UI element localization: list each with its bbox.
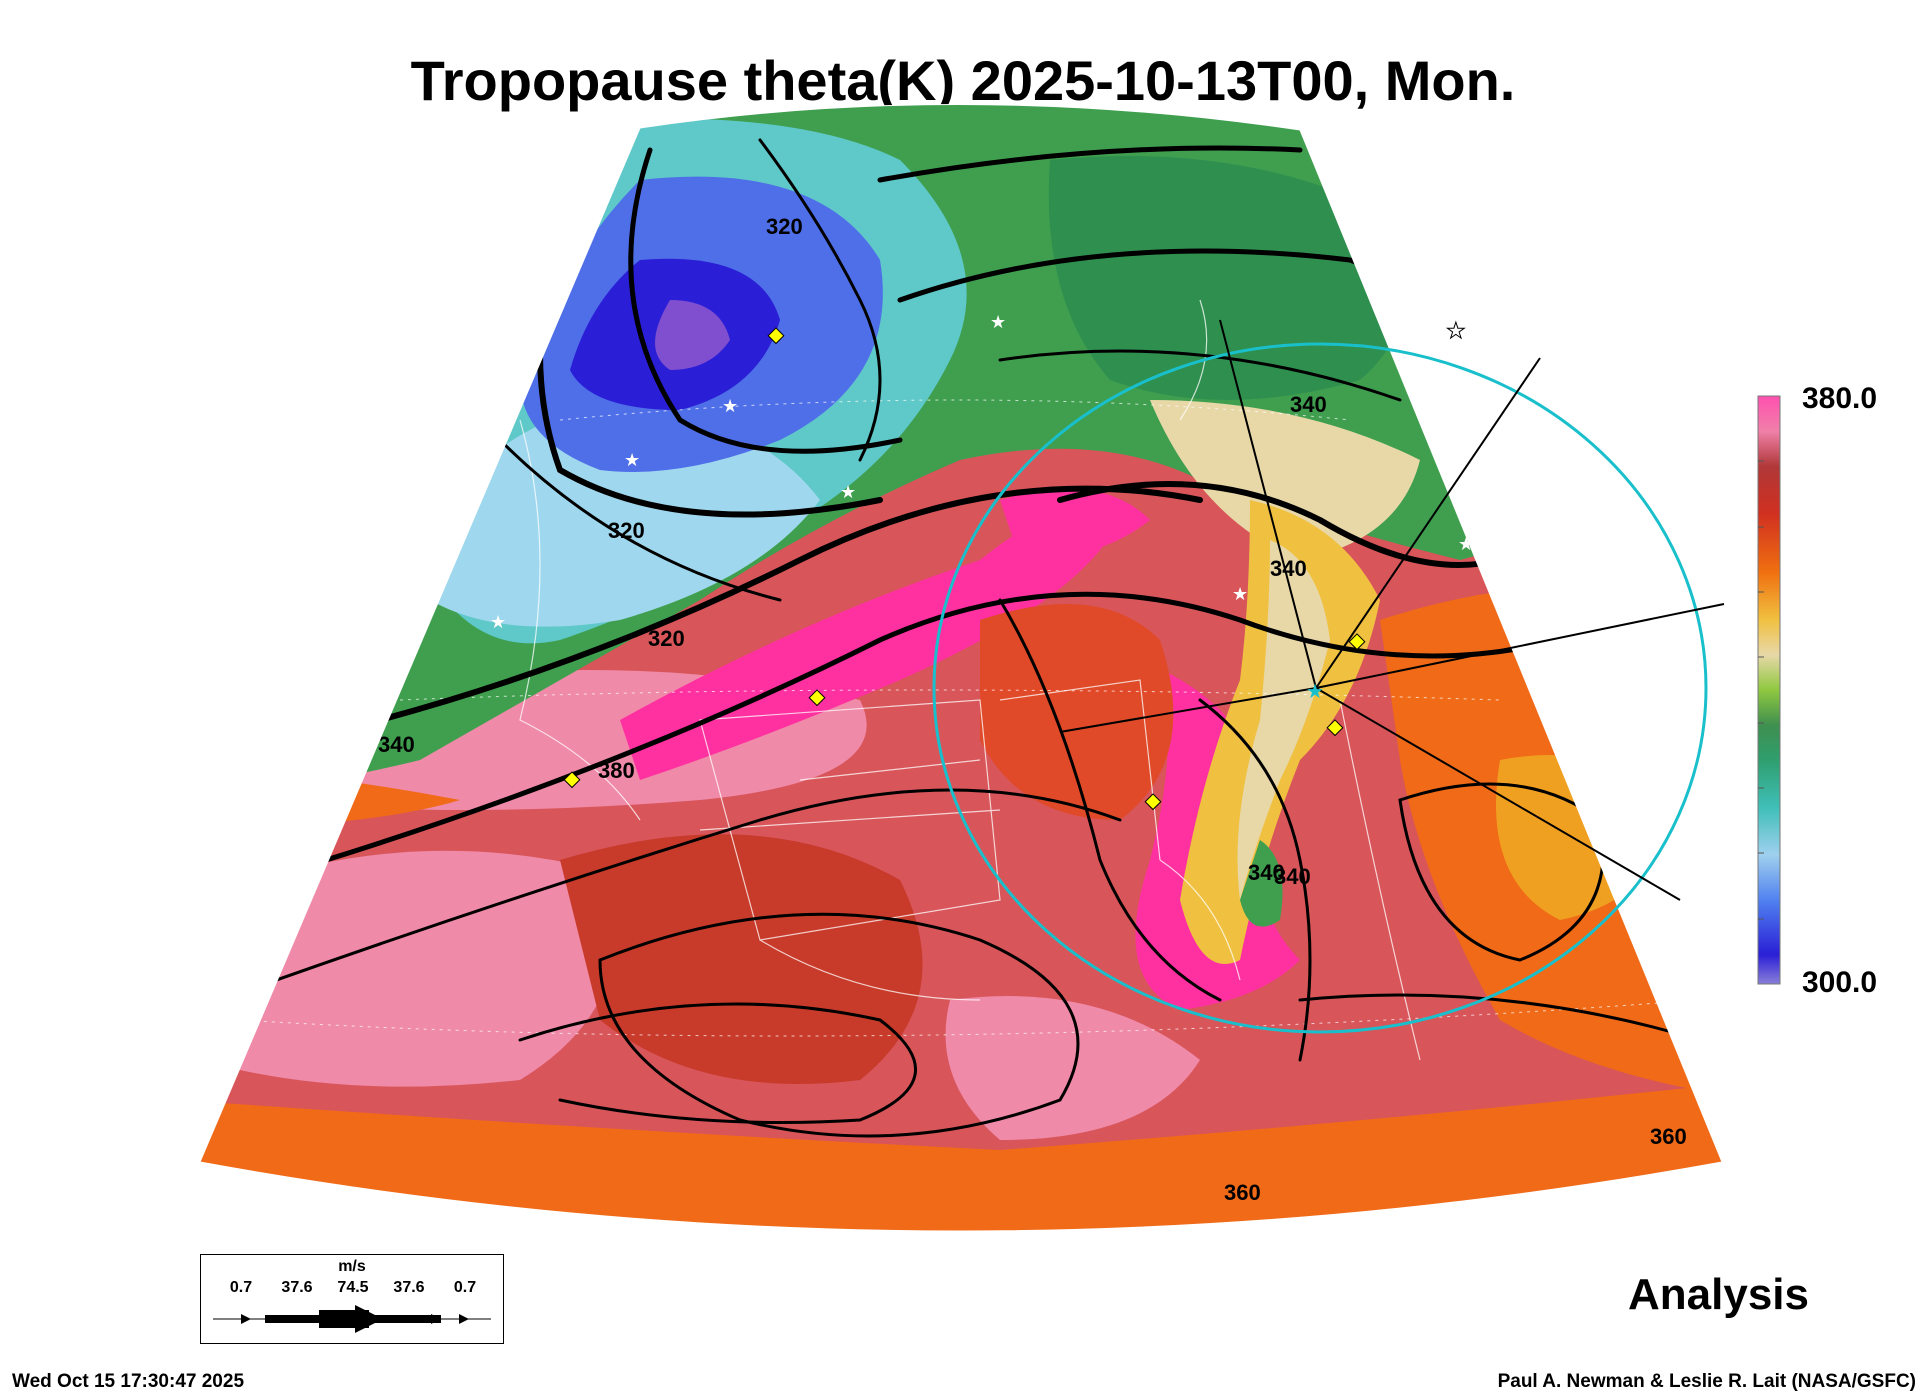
colorbar-min-label: 300.0 — [1802, 966, 1878, 999]
legend-tick: 37.6 — [393, 1279, 425, 1296]
star-marker-icon: ★ — [840, 482, 856, 502]
diamond-marker-icon — [1144, 793, 1162, 811]
credit: Paul A. Newman & Leslie R. Lait (NASA/GS… — [1497, 1371, 1916, 1392]
legend-tick: 37.6 — [281, 1279, 313, 1296]
star-marker-icon: ★ — [722, 396, 738, 416]
diamond-marker-icon — [767, 327, 785, 345]
contour-label: 340 — [1274, 864, 1311, 889]
legend-unit: m/s — [338, 1258, 366, 1275]
diamond-marker-icon — [1348, 633, 1366, 651]
legend-tick: 74.5 — [337, 1279, 369, 1296]
contour-label: 320 — [766, 214, 803, 239]
diamond-marker-icon — [563, 771, 581, 789]
contour-label: 340 — [395, 194, 435, 238]
diamond-marker-icon — [808, 689, 826, 707]
contour-label: 380 — [598, 758, 635, 783]
star-marker-icon: ★ — [1232, 584, 1248, 604]
theta-field: 340 320 320 340 340 320 340 380 340 340 … — [200, 104, 1722, 1232]
contour-label: 340 — [1290, 392, 1327, 417]
contour-label: 360 — [1650, 1124, 1687, 1149]
legend-tick: 0.7 — [229, 1279, 253, 1296]
outline-star-icon: ★ — [1446, 318, 1466, 343]
star-marker-icon: ★ — [490, 612, 506, 632]
star-marker-icon: ★ — [990, 312, 1006, 332]
timestamp: Wed Oct 15 17:30:47 2025 — [12, 1371, 245, 1392]
contour-label: 340 — [378, 732, 415, 757]
contour-label: 340 — [1270, 556, 1307, 581]
colorbar-ticks — [1758, 460, 1764, 920]
analysis-label: Analysis — [1628, 1270, 1809, 1319]
focus-ring — [932, 342, 1708, 1034]
wind-speed-legend: m/s 0.7 37.6 74.5 37.6 0.7 — [200, 1254, 504, 1344]
colorbar-max-label: 380.0 — [1802, 382, 1878, 415]
star-markers: ★ ★ ★ ★ ★ ★ ★ — [490, 312, 1474, 632]
cross-section-lines — [1059, 319, 1725, 901]
star-marker-icon: ★ — [624, 450, 640, 470]
contour-label: 360 — [1224, 1180, 1261, 1205]
center-star-icon: ★ — [1306, 681, 1324, 703]
chart-title: Tropopause theta(K) 2025-10-13T00, Mon. — [410, 49, 1516, 112]
colorbar — [1757, 395, 1781, 985]
station-markers — [563, 327, 1366, 811]
contour-label: 340 — [1248, 860, 1285, 885]
star-marker-icon: ★ — [1458, 534, 1474, 554]
legend-wind-arrow — [213, 1305, 491, 1333]
contour-label: 320 — [608, 518, 645, 543]
diamond-marker-icon — [1326, 719, 1344, 737]
legend-tick: 0.7 — [453, 1279, 477, 1296]
contour-label: 320 — [648, 626, 685, 651]
